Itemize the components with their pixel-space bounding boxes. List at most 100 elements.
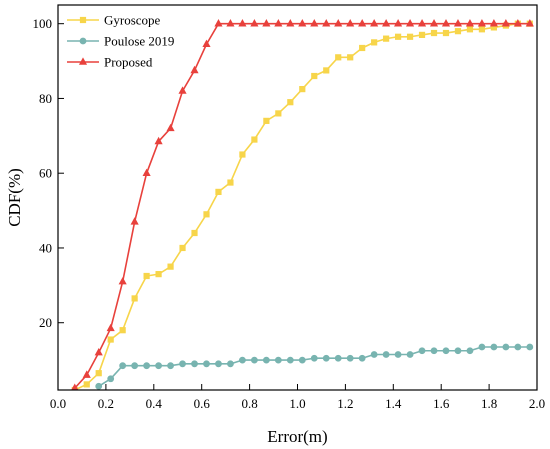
data-point <box>514 343 522 351</box>
data-point <box>95 370 102 377</box>
data-point <box>322 19 331 27</box>
data-point <box>466 26 474 33</box>
data-point <box>274 19 283 27</box>
data-point <box>262 19 271 27</box>
data-point <box>95 382 103 390</box>
data-point <box>202 39 211 48</box>
legend: Gyroscope Poulose 2019 Proposed <box>67 13 174 70</box>
data-point <box>299 86 306 93</box>
data-point <box>335 54 342 61</box>
data-point <box>94 347 103 356</box>
data-point <box>143 362 151 370</box>
data-point <box>251 136 258 143</box>
data-point <box>441 19 451 27</box>
data-point <box>130 217 139 225</box>
data-point <box>167 362 174 370</box>
data-point <box>490 343 498 351</box>
data-point <box>383 35 390 42</box>
data-point <box>489 19 498 27</box>
y-tick-label: 100 <box>33 16 53 31</box>
data-point <box>323 67 330 74</box>
series-proposed <box>71 19 534 390</box>
series-poulose-2019 <box>95 343 534 390</box>
data-point <box>513 19 522 27</box>
data-point <box>250 356 258 364</box>
y-tick-label: 80 <box>39 91 52 106</box>
y-axis-label: CDF(%) <box>5 168 24 227</box>
data-point <box>286 356 294 364</box>
data-point <box>418 347 426 355</box>
data-point <box>526 343 534 351</box>
data-point <box>227 360 234 368</box>
data-point <box>131 295 138 302</box>
data-point <box>477 19 486 27</box>
data-point <box>382 19 391 27</box>
data-point <box>502 343 510 351</box>
legend-label: Poulose 2019 <box>104 34 174 49</box>
legend-entry-gyroscope: Gyroscope <box>67 13 161 28</box>
data-point <box>358 19 367 27</box>
data-point <box>525 19 534 27</box>
x-tick-label: 1.2 <box>337 396 353 411</box>
data-point <box>227 179 234 186</box>
data-point <box>429 19 439 27</box>
x-tick-label: 1.6 <box>433 396 450 411</box>
x-tick-label: 1.4 <box>385 396 402 411</box>
data-point <box>83 381 90 388</box>
data-point <box>371 39 378 46</box>
data-point <box>179 360 186 368</box>
data-point <box>226 19 235 27</box>
data-point <box>203 360 210 368</box>
data-point <box>191 229 198 237</box>
data-point <box>107 336 114 343</box>
legend-entry-poulose-2019: Poulose 2019 <box>67 34 174 49</box>
data-point <box>359 44 366 52</box>
data-point <box>394 351 402 358</box>
data-point <box>154 136 163 145</box>
data-point <box>286 19 295 27</box>
data-point <box>322 354 330 362</box>
data-point <box>466 347 474 355</box>
data-point <box>142 168 151 177</box>
data-point <box>394 19 403 27</box>
data-point <box>239 151 246 158</box>
data-point <box>118 276 127 285</box>
data-point <box>239 356 246 364</box>
data-point <box>190 65 199 74</box>
data-point <box>417 19 427 27</box>
legend-label: Proposed <box>104 55 153 70</box>
data-point <box>155 362 162 370</box>
data-point <box>406 33 414 40</box>
legend-marker <box>78 57 88 65</box>
data-point <box>191 360 198 368</box>
data-point <box>430 347 438 355</box>
data-point <box>334 19 343 27</box>
data-point <box>501 19 510 27</box>
data-point <box>298 356 306 364</box>
legend-label: Gyroscope <box>104 13 161 28</box>
series-line <box>74 22 530 390</box>
data-point <box>119 327 126 334</box>
x-tick-label: 0.2 <box>98 396 114 411</box>
data-point <box>394 33 402 40</box>
data-point <box>287 99 294 106</box>
x-axis-label: Error(m) <box>267 427 327 446</box>
series-layer <box>71 19 534 390</box>
y-tick-label: 20 <box>39 315 52 330</box>
series-gyroscope <box>71 20 533 390</box>
x-tick-label: 1.8 <box>481 396 497 411</box>
data-point <box>370 19 379 27</box>
data-point <box>106 323 115 332</box>
data-point <box>454 347 462 355</box>
data-point <box>406 351 414 358</box>
data-point <box>215 360 222 368</box>
data-point <box>214 19 223 27</box>
legend-marker <box>79 16 87 24</box>
data-point <box>358 354 366 362</box>
data-point <box>346 19 355 27</box>
data-point <box>442 29 450 37</box>
series-line <box>98 346 530 387</box>
data-point <box>238 19 247 27</box>
data-point <box>370 351 378 358</box>
